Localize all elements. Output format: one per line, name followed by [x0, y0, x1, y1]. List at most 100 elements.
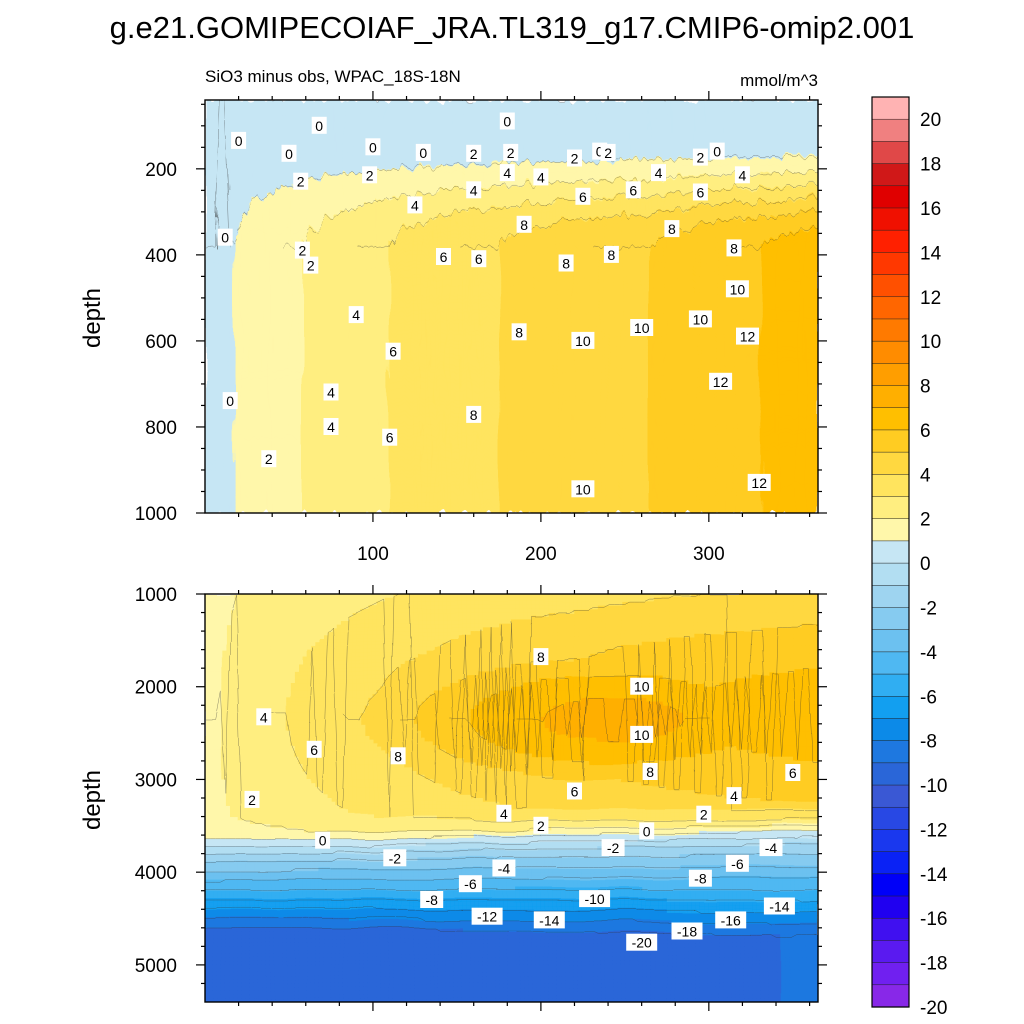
upper-contour-label-text: 2 — [507, 145, 515, 161]
upper-contour-label-text: 8 — [470, 407, 478, 423]
lower-contour-label: -2 — [383, 849, 406, 866]
colorbar-label: 12 — [920, 288, 941, 309]
upper-contour-label: 2 — [601, 144, 616, 161]
upper-contour-label: 10 — [726, 280, 749, 297]
upper-contour-label: 8 — [727, 239, 742, 256]
lower-contour-label-text: 4 — [500, 806, 508, 822]
upper-contour-label: 4 — [324, 418, 339, 435]
upper-contour-label-text: 10 — [693, 311, 709, 327]
upper-contour-label-text: 2 — [265, 451, 273, 467]
lower-contour-label: -18 — [672, 923, 703, 940]
upper-contour-label: 0 — [365, 138, 380, 155]
colorbar-swatch — [872, 541, 909, 564]
lower-contour-label: -6 — [726, 855, 749, 872]
upper-contour-label-text: 4 — [739, 167, 747, 183]
lower-contour-label-text: -6 — [731, 856, 744, 872]
lower-contour-label-text: -8 — [425, 892, 438, 908]
upper-contour-label-text: 10 — [634, 320, 650, 336]
lower-contour-label: -4 — [760, 839, 783, 856]
y-tick-label: 5000 — [135, 956, 177, 977]
upper-contour-label: 4 — [651, 164, 666, 181]
upper-contour-label-text: 2 — [307, 258, 315, 274]
colorbar-swatch — [872, 252, 909, 275]
colorbar-swatch — [872, 497, 909, 520]
colorbar-label: -14 — [920, 865, 948, 886]
lower-contour-label-text: -12 — [477, 909, 497, 925]
lower-contour-label-text: -10 — [584, 891, 604, 907]
y-tick-label: 4000 — [135, 863, 177, 884]
colorbar-label: 6 — [920, 421, 931, 442]
colorbar: 20181614121086420-2-4-6-8-10-12-14-16-18… — [872, 97, 948, 1019]
lower-contour-label-text: 0 — [319, 833, 327, 849]
upper-contour-label-text: 12 — [751, 475, 767, 491]
lower-contour-label: 6 — [785, 764, 800, 781]
lower-contour-label: 8 — [533, 648, 548, 665]
lower-contour-label-text: -4 — [765, 840, 778, 856]
y-tick-label: 1000 — [135, 504, 177, 525]
lower-contour-label: 6 — [567, 783, 582, 800]
colorbar-label: 4 — [920, 465, 931, 486]
upper-contour-label-text: 8 — [730, 240, 738, 256]
upper-contour-label: 2 — [362, 166, 377, 183]
lower-contour-label: 2 — [533, 817, 548, 834]
upper-contour-label-text: 4 — [537, 169, 545, 185]
x-tick-label: 200 — [525, 544, 557, 565]
colorbar-label: -6 — [920, 687, 937, 708]
upper-contour-label: 0 — [218, 229, 233, 246]
upper-contour-label-text: 4 — [352, 307, 360, 323]
upper-contour-label-text: 8 — [520, 217, 528, 233]
lower-panel: 810108864664242200-2-2-4-4-6-6-8-8-10-12… — [79, 585, 827, 1011]
colorbar-swatch — [872, 918, 909, 941]
colorbar-label: 20 — [920, 110, 941, 131]
lower-contour-label-text: 2 — [700, 807, 708, 823]
colorbar-swatch — [872, 674, 909, 697]
lower-ylabel: depth — [79, 770, 106, 830]
upper-contour-label-text: 6 — [579, 189, 587, 205]
upper-contour-label-text: 0 — [419, 145, 427, 161]
colorbar-label: -10 — [920, 776, 947, 797]
lower-contour-label-text: -14 — [769, 899, 789, 915]
lower-contour-label: 8 — [391, 747, 406, 764]
colorbar-swatch — [872, 763, 909, 786]
colorbar-swatch — [872, 718, 909, 741]
upper-contour-label-text: 0 — [221, 230, 229, 246]
upper-contour-label-text: 10 — [730, 281, 746, 297]
upper-contour-label: 8 — [517, 216, 532, 233]
upper-contour-label: 8 — [466, 406, 481, 423]
upper-contour-label: 8 — [559, 255, 574, 272]
y-tick-label: 800 — [145, 418, 177, 439]
colorbar-swatch — [872, 186, 909, 209]
upper-contour-label-text: 4 — [411, 197, 419, 213]
upper-contour-label: 10 — [630, 319, 653, 336]
upper-contour-label: 10 — [689, 310, 712, 327]
colorbar-swatch — [872, 630, 909, 653]
lower-contour-label: 4 — [256, 708, 271, 725]
colorbar-swatch — [872, 652, 909, 675]
colorbar-swatch — [872, 607, 909, 630]
figure: g.e21.GOMIPECOIAF_JRA.TL319_g17.CMIP6-om… — [0, 0, 1024, 1024]
y-tick-label: 2000 — [135, 678, 177, 699]
upper-contour-label: 4 — [533, 168, 548, 185]
upper-contour-label: 8 — [664, 220, 679, 237]
colorbar-label: -4 — [920, 643, 937, 664]
lower-contour-label-text: 10 — [634, 727, 650, 743]
upper-contour-label-text: 6 — [475, 251, 483, 267]
lower-contour-label-text: 8 — [394, 748, 402, 764]
upper-contour-label-text: 6 — [697, 185, 705, 201]
upper-contour-label: 2 — [466, 145, 481, 162]
upper-contour-label: 4 — [407, 196, 422, 213]
colorbar-swatch — [872, 874, 909, 897]
upper-contour-label: 4 — [735, 166, 750, 183]
lower-contour-label: 10 — [630, 726, 653, 743]
lower-contour-label: 4 — [496, 805, 511, 822]
upper-contour-label-text: 2 — [366, 167, 374, 183]
y-tick-label: 600 — [145, 332, 177, 353]
colorbar-swatch — [872, 563, 909, 586]
colorbar-swatch — [872, 119, 909, 142]
upper-contour-label-text: 6 — [440, 249, 448, 265]
lower-contour-label-text: -6 — [464, 876, 477, 892]
upper-contour-label-text: 0 — [503, 114, 511, 130]
colorbar-swatch — [872, 829, 909, 852]
upper-contour-field — [205, 100, 819, 514]
colorbar-label: -2 — [920, 599, 937, 620]
